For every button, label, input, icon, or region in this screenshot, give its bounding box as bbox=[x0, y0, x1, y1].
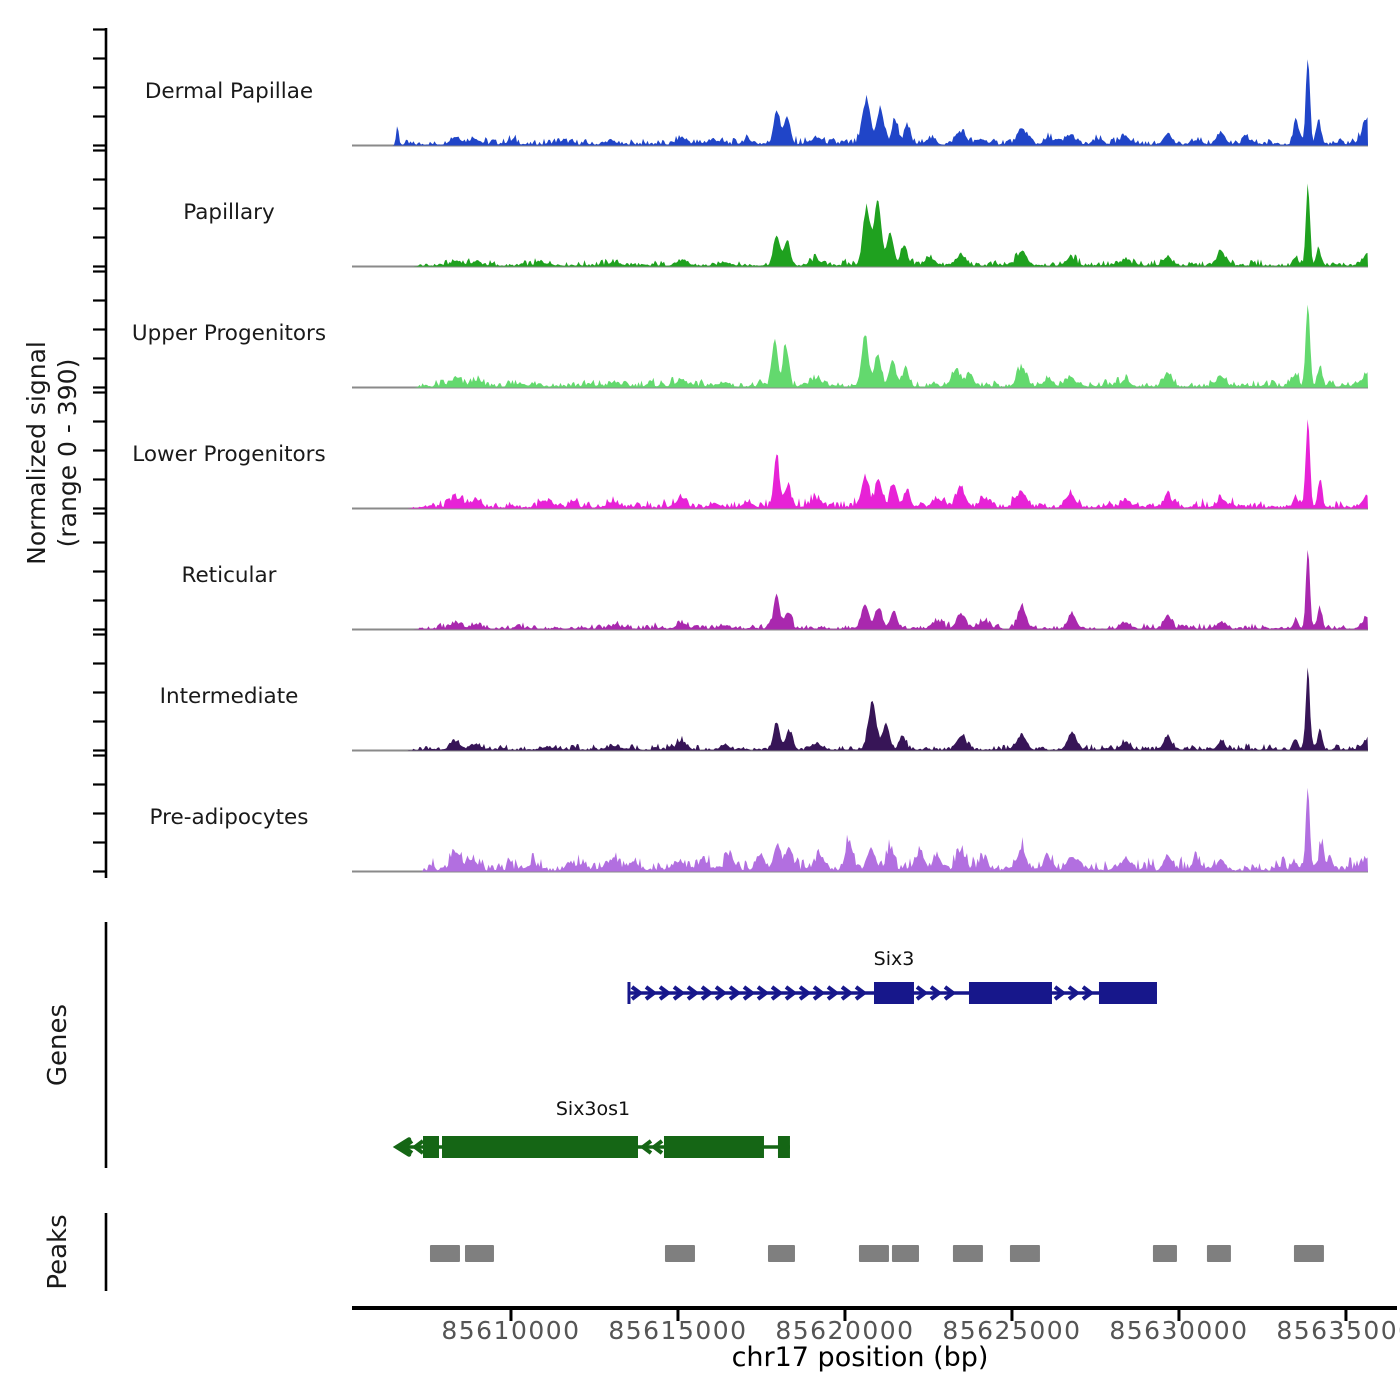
peak-interval bbox=[1009, 1245, 1040, 1262]
track-label-reticular: Reticular bbox=[181, 563, 277, 588]
gene-six3-strand-arrow-icon bbox=[915, 985, 929, 1001]
gene-six3-exon bbox=[968, 982, 1052, 1004]
signal-area-reticular bbox=[352, 549, 1368, 630]
peak-interval bbox=[1152, 1245, 1177, 1262]
track-label-intermediate: Intermediate bbox=[159, 684, 299, 709]
signal-area-intermediate bbox=[352, 667, 1368, 751]
signal-area-upper-progenitors bbox=[352, 304, 1368, 388]
gene-six3-strand-arrow-icon bbox=[812, 985, 826, 1001]
signal-area-pre-adipocytes bbox=[352, 787, 1368, 872]
gene-six3os1-exon bbox=[663, 1136, 764, 1158]
gene-six3-strand-arrow-icon bbox=[644, 985, 658, 1001]
gene-six3-strand-arrow-icon bbox=[826, 985, 840, 1001]
peak-interval bbox=[952, 1245, 983, 1262]
peak-interval bbox=[767, 1245, 795, 1262]
gene-six3-strand-arrow-icon bbox=[1067, 985, 1081, 1001]
gene-six3-strand-arrow-icon bbox=[728, 985, 742, 1001]
track-label-pre-adipocytes: Pre-adipocytes bbox=[149, 805, 309, 830]
track-label-dermal-papillae: Dermal Papillae bbox=[144, 79, 314, 104]
peak-interval bbox=[1206, 1245, 1231, 1262]
x-tick-label: 85610000 bbox=[441, 1316, 581, 1345]
gene-name-six3os1: Six3os1 bbox=[555, 1098, 631, 1120]
signal-area-lower-progenitors bbox=[352, 419, 1368, 509]
gene-six3os1-strand-arrow-icon bbox=[411, 1139, 425, 1155]
gene-six3os1-exon bbox=[777, 1136, 790, 1158]
gene-six3-strand-arrow-icon bbox=[770, 985, 784, 1001]
x-tick-label: 85625000 bbox=[942, 1316, 1082, 1345]
x-axis-title: chr17 position (bp) bbox=[731, 1342, 989, 1373]
gene-six3-strand-arrow-icon bbox=[756, 985, 770, 1001]
gene-six3os1-strand-arrow-icon bbox=[650, 1139, 664, 1155]
signal-area-dermal-papillae bbox=[352, 59, 1368, 146]
gene-six3-strand-arrow-icon bbox=[929, 985, 943, 1001]
x-tick-label: 85615000 bbox=[608, 1316, 748, 1345]
track-label-upper-progenitors: Upper Progenitors bbox=[131, 321, 327, 346]
gene-name-six3: Six3 bbox=[873, 948, 915, 970]
peak-interval bbox=[858, 1245, 889, 1262]
gene-six3os1-strand-arrow-icon bbox=[639, 1139, 653, 1155]
x-tick-label: 85620000 bbox=[775, 1316, 915, 1345]
peak-interval bbox=[464, 1245, 494, 1262]
gene-six3-strand-arrow-icon bbox=[784, 985, 798, 1001]
x-tick-label: 85630000 bbox=[1109, 1316, 1249, 1345]
gene-six3os1-end-arrow-icon bbox=[392, 1137, 412, 1157]
gene-six3-strand-arrow-icon bbox=[686, 985, 700, 1001]
genes-section-label: Genes bbox=[43, 1003, 73, 1087]
gene-six3-exon bbox=[1098, 982, 1157, 1004]
gene-six3os1-strand-arrow-icon bbox=[400, 1139, 414, 1155]
peak-interval bbox=[891, 1245, 919, 1262]
track-label-lower-progenitors: Lower Progenitors bbox=[132, 442, 326, 467]
x-tick-label: 85635000 bbox=[1276, 1316, 1400, 1345]
y-axis-label-line2: (range 0 - 390) bbox=[53, 358, 82, 548]
peaks-section-label: Peaks bbox=[43, 1214, 73, 1290]
y-axis-label-line1: Normalized signal bbox=[22, 341, 51, 565]
gene-six3os1-exon bbox=[423, 1136, 440, 1158]
gene-six3-strand-arrow-icon bbox=[854, 985, 868, 1001]
gene-six3-strand-arrow-icon bbox=[1053, 985, 1067, 1001]
gene-six3-exon bbox=[873, 982, 914, 1004]
gene-six3-strand-arrow-icon bbox=[658, 985, 672, 1001]
gene-six3os1-exon bbox=[442, 1136, 638, 1158]
gene-six3-strand-arrow-icon bbox=[943, 985, 957, 1001]
peak-interval bbox=[1293, 1245, 1324, 1262]
gene-six3-strand-arrow-icon bbox=[742, 985, 756, 1001]
signal-area-papillary bbox=[352, 183, 1368, 267]
track-label-papillary: Papillary bbox=[183, 200, 275, 225]
gene-six3-strand-arrow-icon bbox=[1081, 985, 1095, 1001]
gene-six3-strand-arrow-icon bbox=[630, 985, 644, 1001]
gene-six3-strand-arrow-icon bbox=[798, 985, 812, 1001]
gene-six3-strand-arrow-icon bbox=[700, 985, 714, 1001]
peak-interval bbox=[429, 1245, 460, 1262]
y-axis-label: Normalized signal (range 0 - 390) bbox=[21, 341, 83, 565]
gene-six3-strand-arrow-icon bbox=[714, 985, 728, 1001]
peak-interval bbox=[664, 1245, 695, 1262]
gene-six3-strand-arrow-icon bbox=[672, 985, 686, 1001]
gene-six3-strand-arrow-icon bbox=[840, 985, 854, 1001]
